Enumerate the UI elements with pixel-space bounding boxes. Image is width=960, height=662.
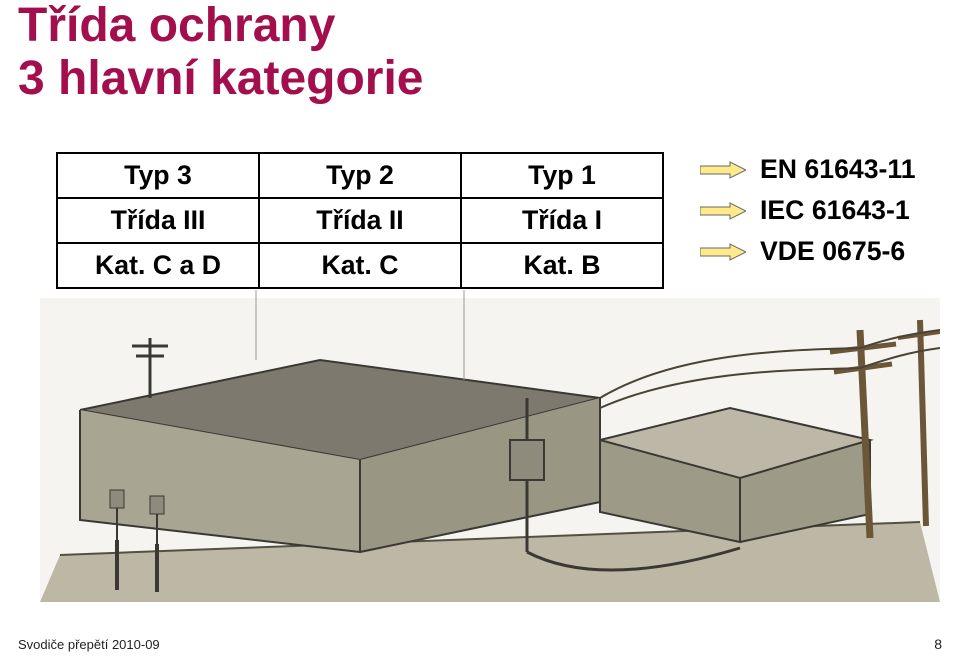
- standard-row: VDE 0675-6: [700, 236, 916, 267]
- page-number: 8: [934, 636, 942, 652]
- cell-trida2: Třída II: [260, 199, 462, 244]
- arrow-icon: [700, 201, 746, 221]
- arrow-icon: [700, 160, 746, 180]
- table-row: Kat. C a D Kat. C Kat. B: [56, 244, 664, 289]
- category-table-wrap: Typ 3 Typ 2 Typ 1 Třída III Třída II Tří…: [56, 152, 664, 289]
- cell-kat-b: Kat. B: [462, 244, 664, 289]
- standard-row: IEC 61643-1: [700, 195, 916, 226]
- footer-text: Svodiče přepětí 2010-09: [18, 637, 160, 652]
- title-line-2: 3 hlavní kategorie: [18, 53, 424, 106]
- building-illustration: [40, 290, 940, 610]
- cell-kat-c: Kat. C: [260, 244, 462, 289]
- page-title: Třída ochrany 3 hlavní kategorie: [18, 0, 424, 106]
- title-line-1: Třída ochrany: [18, 0, 424, 53]
- cell-trida1: Třída I: [462, 199, 664, 244]
- standards-list: EN 61643-11 IEC 61643-1 VDE 0675-6: [700, 154, 916, 267]
- cell-typ1: Typ 1: [462, 152, 664, 199]
- cell-typ3: Typ 3: [56, 152, 260, 199]
- table-row: Třída III Třída II Třída I: [56, 199, 664, 244]
- standard-label: VDE 0675-6: [760, 236, 905, 267]
- standard-label: EN 61643-11: [760, 154, 916, 185]
- cell-kat-cd: Kat. C a D: [56, 244, 260, 289]
- arrow-icon: [700, 242, 746, 262]
- standard-row: EN 61643-11: [700, 154, 916, 185]
- standard-label: IEC 61643-1: [760, 195, 910, 226]
- cell-typ2: Typ 2: [260, 152, 462, 199]
- building-svg: [40, 290, 940, 610]
- table-row: Typ 3 Typ 2 Typ 1: [56, 152, 664, 199]
- cell-trida3: Třída III: [56, 199, 260, 244]
- category-table: Typ 3 Typ 2 Typ 1 Třída III Třída II Tří…: [56, 152, 664, 289]
